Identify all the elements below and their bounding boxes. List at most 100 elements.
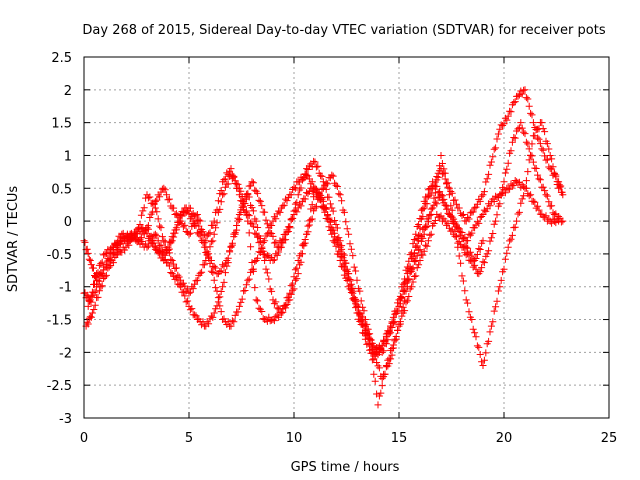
data-point (433, 200, 441, 208)
x-tick-label: 20 (496, 431, 513, 446)
data-point (504, 243, 512, 251)
data-point (186, 306, 194, 314)
data-point (483, 175, 491, 183)
data-point (534, 171, 542, 179)
data-point (409, 278, 417, 286)
data-point (143, 224, 151, 232)
data-point (535, 206, 543, 214)
data-point (165, 262, 173, 270)
data-point (415, 221, 423, 228)
data-point (238, 197, 246, 205)
data-point (429, 184, 437, 192)
data-point (408, 254, 416, 262)
data-point (242, 281, 250, 289)
data-point (303, 230, 311, 238)
data-point (538, 119, 546, 127)
data-point (487, 158, 495, 166)
data-point (405, 265, 413, 272)
data-point (126, 230, 134, 238)
data-point (500, 120, 508, 128)
data-point (511, 223, 519, 231)
data-point (273, 243, 281, 251)
data-point (465, 215, 473, 223)
data-point (84, 249, 92, 257)
data-point (263, 230, 271, 238)
data-point (181, 221, 189, 229)
data-point (520, 128, 528, 136)
data-point (490, 220, 498, 228)
data-point (430, 194, 438, 202)
y-tick-label: -2.5 (47, 379, 72, 394)
data-point (297, 258, 305, 266)
data-point (503, 116, 511, 124)
data-point (431, 198, 439, 206)
data-point (332, 242, 340, 250)
data-point (91, 288, 99, 296)
data-point (545, 198, 553, 206)
data-point (200, 261, 208, 269)
data-point (445, 211, 453, 218)
y-tick-label: -1.5 (47, 314, 72, 329)
data-point (328, 171, 336, 179)
data-point (378, 348, 386, 356)
data-point (535, 175, 543, 183)
data-point (541, 213, 549, 221)
data-point (307, 205, 315, 213)
data-point (287, 191, 295, 199)
data-point (338, 197, 346, 205)
data-point (210, 262, 218, 270)
data-point (144, 194, 152, 202)
data-point (343, 225, 351, 233)
data-point (525, 102, 533, 110)
data-point (97, 260, 105, 268)
data-point (528, 140, 536, 148)
data-point (86, 297, 94, 305)
data-point (234, 185, 242, 192)
data-point (357, 312, 365, 320)
data-point (224, 170, 232, 178)
data-point (550, 211, 558, 218)
data-point (261, 237, 269, 245)
data-point (485, 337, 493, 345)
data-point (496, 200, 504, 208)
data-point (361, 335, 369, 343)
data-point (136, 235, 144, 243)
data-point (247, 243, 255, 251)
data-point (230, 172, 238, 180)
data-point (322, 179, 330, 187)
data-point (161, 186, 169, 194)
data-point (473, 218, 481, 226)
data-point (216, 293, 224, 301)
data-point (175, 214, 183, 222)
data-point (493, 297, 501, 305)
data-point (378, 382, 386, 390)
data-point (301, 239, 309, 247)
data-point (151, 230, 159, 238)
data-point (445, 184, 453, 192)
data-point (396, 295, 404, 303)
data-point (210, 217, 218, 225)
data-point (255, 196, 263, 204)
data-point (492, 217, 500, 225)
data-point (458, 272, 466, 280)
data-point (345, 230, 353, 238)
data-point (548, 202, 556, 210)
data-point (420, 204, 428, 212)
data-point (343, 277, 351, 284)
data-point (350, 263, 358, 271)
x-tick-label: 15 (391, 431, 408, 446)
data-point (227, 322, 235, 330)
data-point (235, 216, 243, 223)
data-point (217, 267, 225, 275)
data-point (478, 192, 486, 200)
data-point (416, 246, 424, 254)
data-point (277, 309, 285, 317)
data-point (410, 273, 418, 280)
data-point (325, 223, 333, 231)
data-point (321, 208, 329, 216)
data-point (370, 370, 378, 378)
data-point (553, 181, 561, 188)
data-point (262, 265, 270, 273)
data-point (219, 283, 227, 291)
data-point (270, 239, 278, 247)
